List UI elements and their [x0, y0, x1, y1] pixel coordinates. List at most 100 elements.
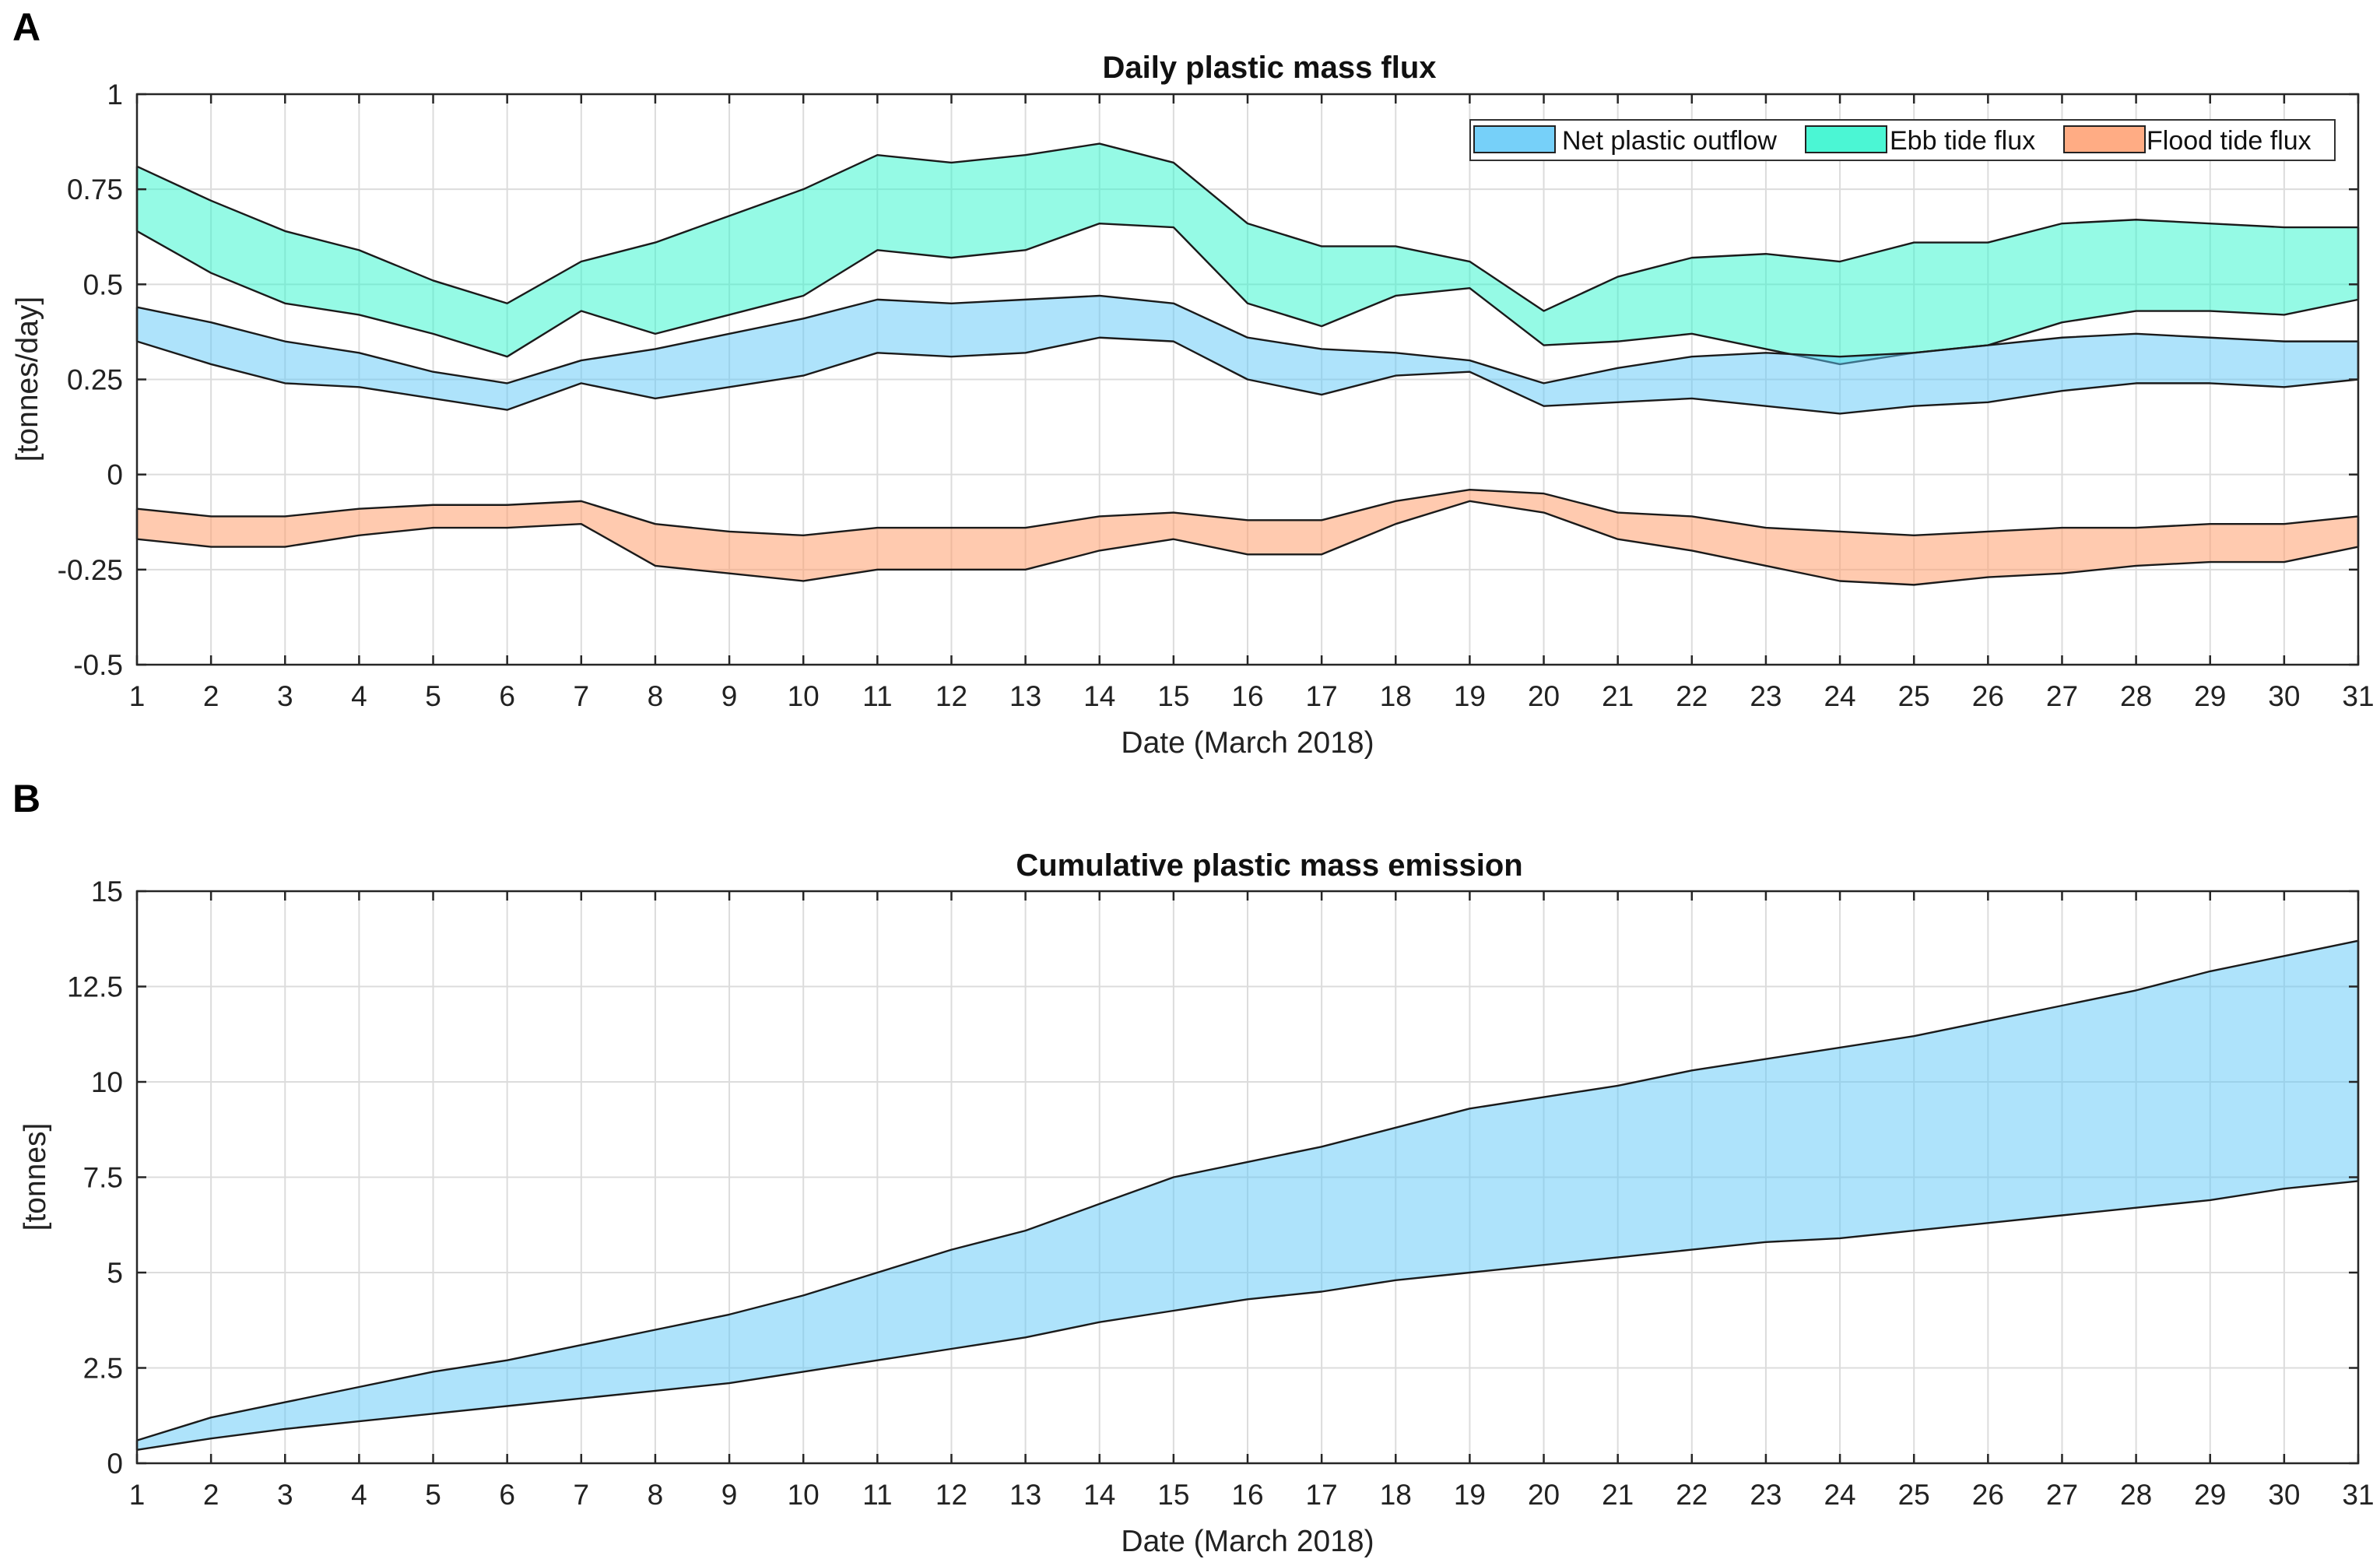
x-tick-label: 11	[862, 1479, 892, 1511]
x-tick-label: 12	[936, 1479, 967, 1511]
panel-a-x-ticks: 1 2 3 4 5 6 7 8 9 10 11 12 13 14 15 16 17 18 19 20 21 22 23 24 2…	[129, 94, 2375, 712]
cumulative-emission-lower-line	[136, 1180, 2359, 1452]
x-tick-label: 28	[2120, 1479, 2152, 1511]
x-tick-label: 5	[425, 680, 441, 712]
x-tick-label: 17	[1306, 680, 1338, 712]
panel-b-letter: B	[12, 777, 40, 820]
panel-b-y-axis-label: [tonnes]	[19, 1123, 52, 1231]
x-tick-label: 2	[203, 1479, 219, 1511]
x-tick-label: 21	[1602, 1479, 1634, 1511]
x-tick-label: 27	[2046, 1479, 2078, 1511]
panel-b-x-ticks: 1 2 3 4 5 6 7 8 9 10 11 12 13 14 15 16 17 18 19 20 21 22 23 24 2…	[129, 891, 2375, 1511]
x-tick-label: 15	[1157, 680, 1189, 712]
legend-swatch-flood-tide-flux	[2063, 125, 2146, 153]
x-tick-label: 16	[1231, 1479, 1263, 1511]
net-plastic-outflow-band	[137, 295, 2358, 414]
y-tick-label: 0.75	[67, 174, 123, 205]
x-tick-label: 29	[2194, 1479, 2226, 1511]
x-tick-label: 8	[648, 1479, 664, 1511]
x-tick-label: 21	[1602, 680, 1634, 712]
x-tick-label: 19	[1454, 1479, 1486, 1511]
x-tick-label: 11	[862, 680, 892, 712]
x-tick-label: 22	[1676, 1479, 1708, 1511]
legend-label-flood-tide-flux: Flood tide flux	[2147, 126, 2312, 156]
x-tick-label: 31	[2342, 1479, 2374, 1511]
panel-b-y-ticks: 0 2.5 5 7.5 10 12.5 15	[67, 876, 2358, 1480]
y-tick-label: 1	[107, 79, 123, 111]
y-tick-label: 5	[107, 1257, 123, 1289]
y-tick-label: 12.5	[67, 971, 123, 1003]
x-tick-label: 4	[351, 1479, 367, 1511]
x-tick-label: 10	[788, 680, 820, 712]
x-tick-label: 26	[1972, 1479, 2004, 1511]
y-tick-label: 0	[107, 459, 123, 491]
y-tick-label: 10	[91, 1066, 123, 1098]
x-tick-label: 16	[1231, 680, 1263, 712]
panel-a-y-ticks: -0.5 -0.25 0 0.25 0.5 0.75 1	[58, 79, 2358, 681]
panel-a: A Daily plastic mass flux -0.5 -0.25 0 0.25…	[11, 5, 2375, 760]
x-tick-label: 13	[1009, 1479, 1041, 1511]
x-tick-label: 7	[574, 680, 590, 712]
legend-label-net-plastic-outflow: Net plastic outflow	[1562, 126, 1777, 156]
legend-label-ebb-tide-flux: Ebb tide flux	[1890, 126, 2035, 156]
ebb-tide-flux-upper-line	[136, 142, 2358, 312]
panel-b-title: Cumulative plastic mass emission	[1016, 848, 1522, 883]
panel-b-x-axis-label: Date (March 2018)	[1121, 1525, 1374, 1558]
x-tick-label: 30	[2268, 680, 2300, 712]
panel-b: B Cumulative plastic mass emission 0 2.5 5…	[12, 777, 2375, 1558]
x-tick-label: 9	[721, 680, 738, 712]
y-tick-label: 0.25	[67, 364, 123, 396]
x-tick-label: 23	[1750, 680, 1781, 712]
x-tick-label: 30	[2268, 1479, 2300, 1511]
x-tick-label: 2	[203, 680, 219, 712]
x-tick-label: 10	[788, 1479, 820, 1511]
ebb-tide-flux-band	[137, 143, 2358, 364]
flood-tide-flux-lower-line	[136, 500, 2359, 586]
flood-tide-flux-upper-line	[136, 489, 2359, 537]
x-tick-label: 29	[2194, 680, 2226, 712]
y-tick-label: 7.5	[83, 1162, 123, 1194]
x-tick-label: 20	[1528, 1479, 1560, 1511]
panel-a-title: Daily plastic mass flux	[1102, 51, 1436, 85]
x-tick-label: 31	[2342, 680, 2374, 712]
x-tick-label: 4	[351, 680, 367, 712]
x-tick-label: 13	[1009, 680, 1041, 712]
y-tick-label: 0	[107, 1448, 123, 1480]
panel-a-y-axis-label: [tonnes/day]	[11, 297, 44, 462]
x-tick-label: 6	[499, 1479, 515, 1511]
x-tick-label: 23	[1750, 1479, 1781, 1511]
x-tick-label: 27	[2046, 680, 2078, 712]
x-tick-label: 22	[1676, 680, 1708, 712]
net-plastic-outflow-upper-line	[136, 294, 2358, 384]
x-tick-label: 19	[1454, 680, 1486, 712]
x-tick-label: 24	[1824, 1479, 1855, 1511]
net-plastic-outflow-lower-line	[136, 336, 2359, 415]
x-tick-label: 20	[1528, 680, 1560, 712]
x-tick-label: 28	[2120, 680, 2152, 712]
x-tick-label: 17	[1306, 1479, 1338, 1511]
x-tick-label: 25	[1898, 1479, 1930, 1511]
x-tick-label: 1	[129, 680, 146, 712]
x-tick-label: 12	[936, 680, 967, 712]
x-tick-label: 18	[1380, 1479, 1412, 1511]
panel-a-letter: A	[12, 5, 40, 49]
panel-a-x-axis-label: Date (March 2018)	[1121, 726, 1374, 760]
x-tick-label: 26	[1972, 680, 2004, 712]
y-tick-label: 0.5	[83, 269, 123, 300]
legend-swatch-net-plastic-outflow	[1473, 125, 1556, 153]
x-tick-label: 9	[721, 1479, 738, 1511]
x-tick-label: 25	[1898, 680, 1930, 712]
legend-box	[1469, 119, 2336, 161]
x-tick-label: 24	[1824, 680, 1855, 712]
x-tick-label: 15	[1157, 1479, 1189, 1511]
x-tick-label: 7	[574, 1479, 590, 1511]
panel-a-legend: Net plastic outflow Ebb tide flux Flood ti…	[1469, 119, 2336, 161]
cumulative-emission-upper-line	[136, 939, 2359, 1441]
y-tick-label: -0.25	[58, 554, 123, 586]
x-tick-label: 14	[1083, 1479, 1115, 1511]
panel-a-bands	[135, 142, 2360, 586]
flood-tide-flux-band	[137, 490, 2358, 585]
y-tick-label: -0.5	[73, 649, 123, 681]
x-tick-label: 6	[499, 680, 515, 712]
